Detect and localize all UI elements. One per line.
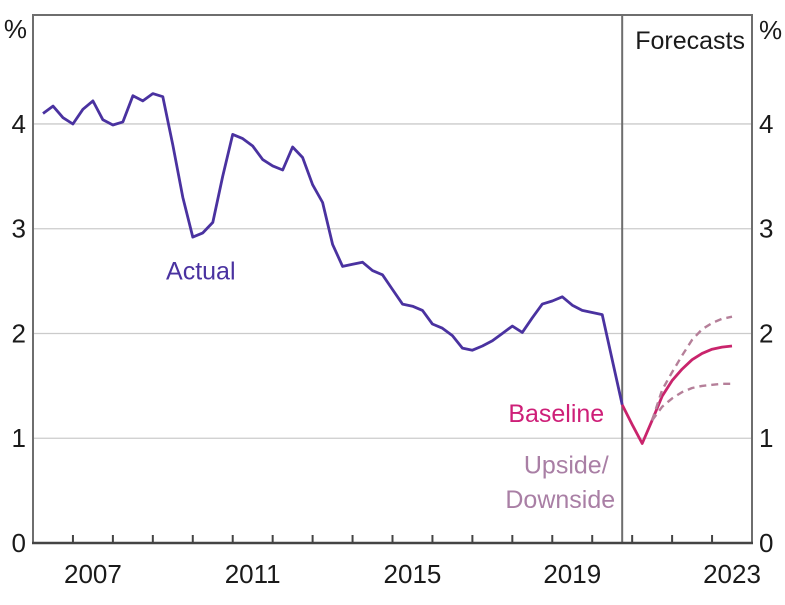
series-downside-line [651,382,732,422]
annotation-downside: Downside [505,486,615,514]
x-axis-label-2011: 2011 [225,559,281,589]
series-actual-line [42,92,624,406]
y-axis-label-left-1: 1 [12,423,26,453]
y-axis-label-left-3: 3 [12,214,26,244]
y-axis-unit-left: % [4,14,27,44]
annotation-baseline: Baseline [508,400,604,428]
y-axis-label-right-4: 4 [759,109,773,139]
y-axis-label-left-2: 2 [12,318,26,348]
y-axis-label-right-2: 2 [759,318,773,348]
annotation-actual: Actual [166,258,235,286]
plot-frame [32,14,753,544]
x-axis-label-2015: 2015 [384,559,442,589]
y-axis-label-left-0: 0 [12,528,26,558]
x-axis-label-2023: 2023 [703,559,761,589]
series-baseline-line [620,344,733,445]
annotation-upside: Upside/ [524,451,609,479]
y-axis-label-left-4: 4 [12,109,26,139]
x-axis-label-2019: 2019 [543,559,601,589]
y-axis-label-right-3: 3 [759,214,773,244]
x-axis-label-2007: 2007 [64,559,122,589]
y-axis-label-right-1: 1 [759,423,773,453]
y-axis-unit-right: % [759,15,782,45]
series-upside-line [650,315,733,421]
y-axis-label-right-0: 0 [759,528,773,558]
annotation-forecasts: Forecasts [635,27,745,55]
